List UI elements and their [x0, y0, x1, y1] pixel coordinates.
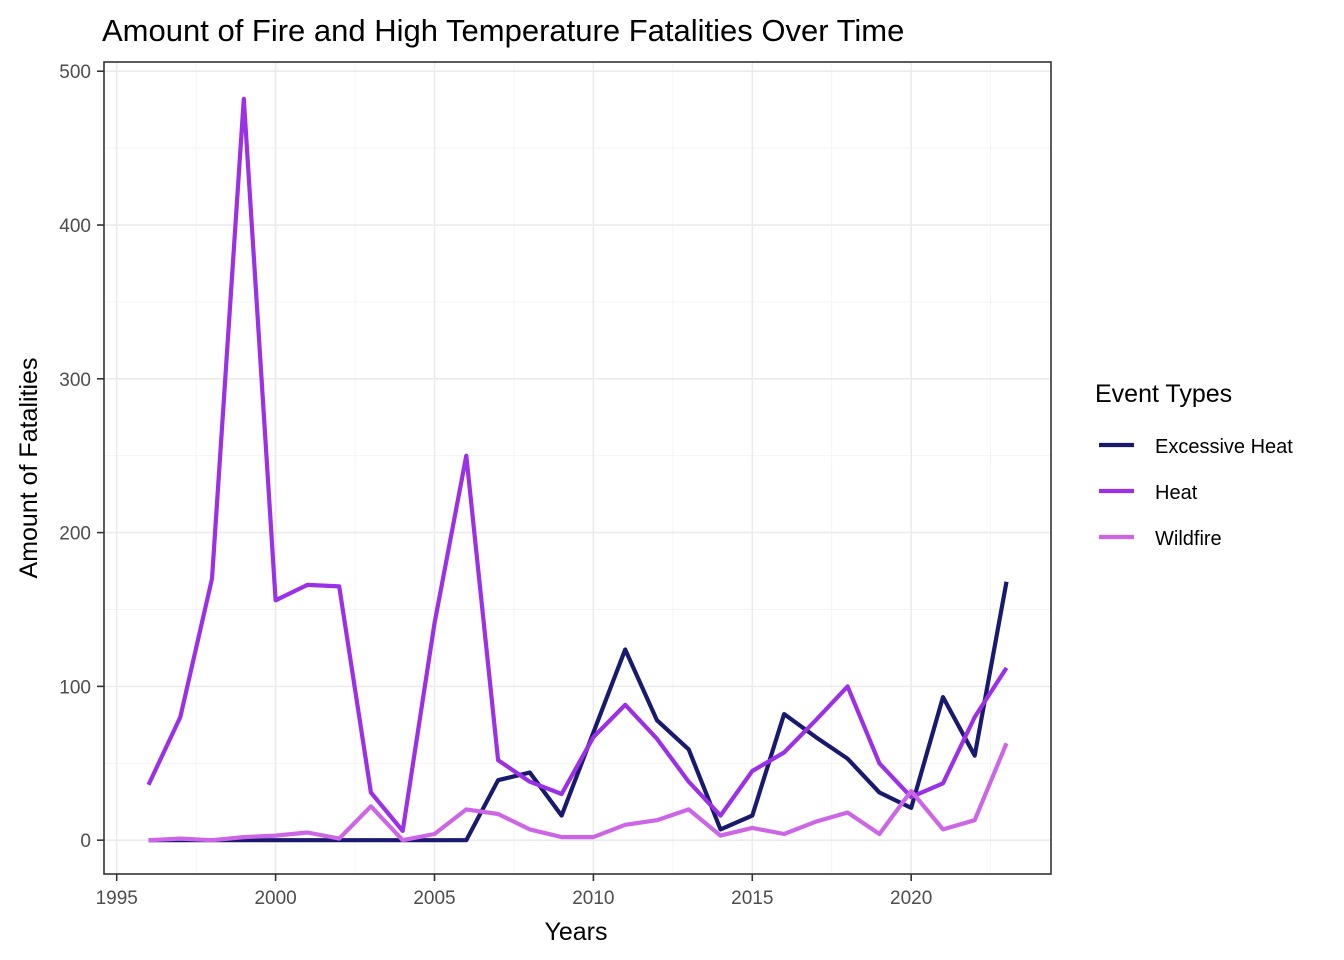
y-tick-label: 500 [59, 62, 91, 83]
legend: Event Types Excessive Heat Heat Wildfire [1095, 380, 1293, 550]
y-tick-label: 400 [59, 216, 91, 237]
legend-items: Excessive Heat Heat Wildfire [1099, 436, 1293, 550]
x-tick-label: 1995 [96, 888, 138, 909]
plot-panel-border [103, 61, 1052, 875]
legend-title: Event Types [1095, 380, 1232, 408]
legend-label-excessive-heat: Excessive Heat [1155, 436, 1293, 458]
x-axis: 1995 2000 2005 2010 2015 2020 [96, 874, 932, 909]
y-tick-label: 300 [59, 370, 91, 391]
y-tick-label: 0 [80, 831, 91, 852]
grid [104, 62, 1051, 874]
y-axis-title: Amount of Fatalities [15, 358, 43, 579]
series-line-wildfire [148, 742, 1009, 843]
x-axis-title: Years [544, 918, 607, 946]
y-tick-label: 100 [59, 677, 91, 698]
series-lines [146, 96, 1009, 843]
x-tick-label: 2020 [890, 888, 932, 909]
y-tick-label: 200 [59, 524, 91, 545]
series-line-excessive-heat [148, 581, 1009, 843]
legend-label-heat: Heat [1155, 482, 1198, 504]
legend-label-wildfire: Wildfire [1155, 528, 1222, 550]
x-tick-label: 2000 [254, 888, 296, 909]
chart-title: Amount of Fire and High Temperature Fata… [102, 13, 904, 48]
x-tick-label: 2005 [413, 888, 455, 909]
series-line-heat [146, 96, 1009, 834]
x-tick-label: 2010 [572, 888, 614, 909]
y-axis: 0 100 200 300 400 500 [59, 62, 104, 852]
x-tick-label: 2015 [731, 888, 773, 909]
